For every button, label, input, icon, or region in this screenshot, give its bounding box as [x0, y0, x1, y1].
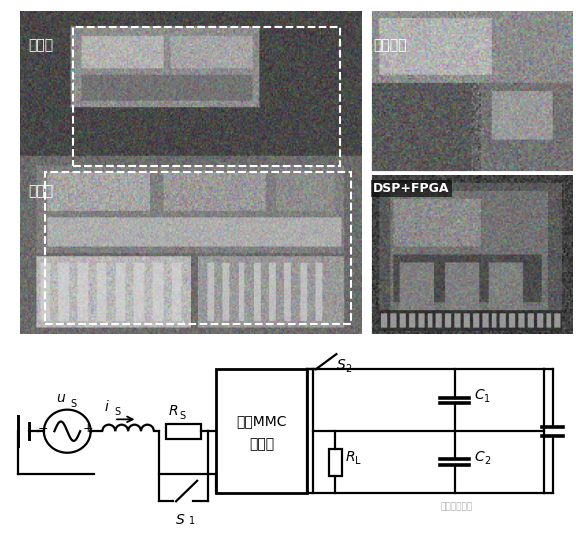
Text: 1: 1: [189, 516, 195, 527]
Text: S: S: [70, 398, 76, 409]
Text: 2: 2: [346, 364, 352, 374]
Text: $C$: $C$: [474, 450, 486, 464]
Text: $-$: $-$: [36, 422, 48, 435]
Text: $R$: $R$: [345, 450, 356, 464]
Bar: [73, 27, 340, 166]
Bar: [216, 369, 307, 493]
Text: 上桥臂: 上桥臂: [29, 39, 54, 53]
Text: $C$: $C$: [474, 388, 486, 402]
Text: 桥臂电感: 桥臂电感: [373, 39, 407, 53]
Text: $S$: $S$: [336, 358, 347, 372]
Text: 1: 1: [484, 394, 490, 404]
Bar: [46, 172, 351, 324]
Text: 电工技术学报: 电工技术学报: [440, 502, 473, 512]
Bar: [329, 448, 342, 475]
Text: S: S: [179, 411, 185, 421]
Text: 整流器: 整流器: [249, 438, 274, 452]
Text: 单相MMC: 单相MMC: [236, 414, 287, 429]
Text: L: L: [355, 456, 360, 466]
Text: $+$: $+$: [82, 422, 94, 435]
Text: DSP+FPGA: DSP+FPGA: [373, 182, 450, 195]
Text: $R$: $R$: [168, 404, 179, 418]
Text: 2: 2: [484, 456, 490, 466]
Text: $u$: $u$: [56, 391, 67, 405]
Text: S: S: [115, 407, 121, 417]
Text: 下桥臂: 下桥臂: [29, 184, 54, 198]
Text: $i$: $i$: [104, 399, 109, 414]
Bar: [166, 424, 201, 439]
Text: $S$: $S$: [175, 513, 185, 527]
